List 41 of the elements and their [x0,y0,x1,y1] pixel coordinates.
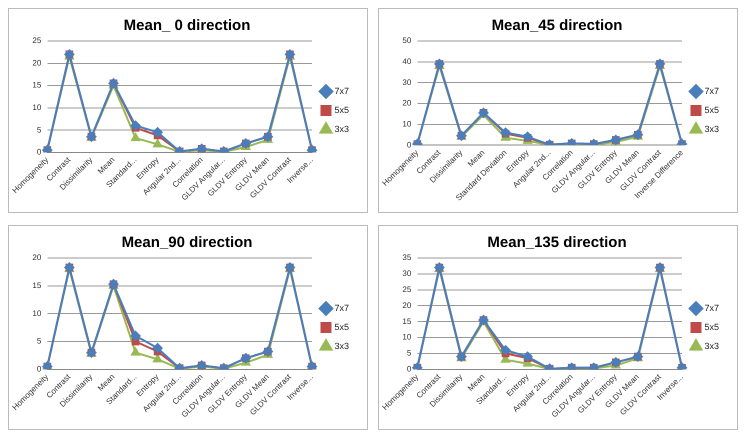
chart-title: Mean_135 direction [487,234,627,252]
chart-title: Mean_ 0 direction [124,17,250,34]
legend-label: 3x3 [334,124,350,134]
y-tick-label: 10 [402,332,412,342]
y-tick-label: 30 [402,78,412,87]
y-tick-label: 20 [32,58,42,68]
y-tick-label: 20 [32,253,42,262]
y-tick-label: 10 [32,103,42,112]
y-tick-label: 15 [32,80,42,90]
chart-title: Mean_90 direction [122,234,252,252]
y-tick-label: 10 [402,119,412,128]
chart-title: Mean_45 direction [492,17,622,34]
y-tick-label: 20 [402,98,412,108]
y-tick-label: 30 [402,269,412,278]
legend-label: 3x3 [334,340,350,351]
y-tick-label: 15 [32,281,42,290]
y-tick-label: 25 [32,36,42,46]
y-tick-label: 5 [36,336,42,346]
legend-label: 5x5 [704,104,720,115]
y-tick-label: 5 [406,348,412,358]
legend-label: 3x3 [704,124,720,134]
legend-label: 7x7 [334,302,350,313]
legend-label: 5x5 [334,322,350,332]
y-tick-label: 10 [32,308,42,318]
y-tick-label: 20 [402,300,412,310]
legend-label: 5x5 [704,322,720,332]
y-tick-label: 0 [406,364,412,374]
legend-label: 3x3 [704,340,720,351]
legend-label: 5x5 [334,104,350,115]
legend-label: 7x7 [704,86,720,96]
y-tick-label: 40 [402,57,412,66]
y-tick-label: 0 [36,148,42,157]
y-tick-label: 15 [402,316,412,326]
legend-label: 7x7 [334,86,350,96]
y-tick-label: 0 [36,364,42,374]
y-tick-label: 25 [402,285,412,294]
y-tick-label: 5 [36,125,42,134]
y-tick-label: 50 [402,36,412,46]
y-tick-label: 0 [406,140,412,150]
legend-label: 7x7 [704,302,720,313]
y-tick-label: 35 [402,253,412,262]
